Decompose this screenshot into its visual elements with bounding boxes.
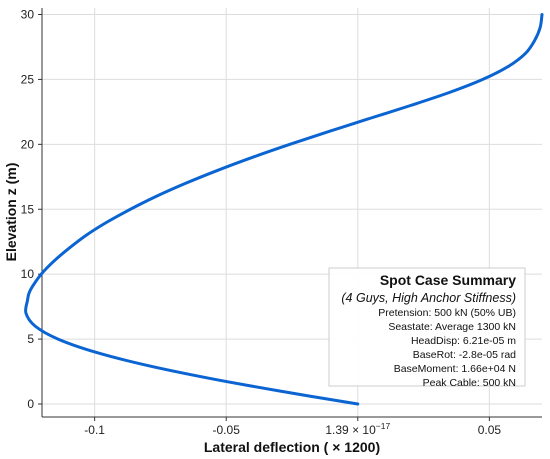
series-line — [24, 12, 544, 406]
series-group — [24, 12, 544, 406]
legend-subtitle: (4 Guys, High Anchor Stiffness) — [341, 291, 516, 305]
x-tick-label: 1.39 × 10−17 — [325, 421, 390, 437]
legend-line-basemoment: BaseMoment: 1.66e+04 N — [394, 363, 516, 375]
legend-line-peak-cable: Peak Cable: 500 kN — [423, 377, 516, 389]
legend: Spot Case Summary (4 Guys, High Anchor S… — [328, 267, 526, 389]
x-tick-label: -0.1 — [84, 423, 105, 437]
x-tick-exponent: −17 — [376, 421, 391, 431]
x-axis-label: Lateral deflection ( × 1200) — [204, 439, 380, 455]
legend-line-seastate: Seastate: Average 1300 kN — [388, 321, 516, 333]
grid — [42, 8, 542, 417]
y-tick-label: 5 — [27, 332, 34, 346]
y-tick-labels: 0 5 10 15 20 25 30 — [21, 7, 35, 411]
x-tick-label: -0.05 — [213, 423, 241, 437]
y-tick-label: 20 — [21, 137, 35, 151]
y-tick-label: 30 — [21, 7, 35, 21]
y-tick-label: 0 — [27, 397, 34, 411]
legend-box — [328, 267, 526, 387]
y-axis-label: Elevation z (m) — [3, 163, 19, 262]
y-tick-label: 25 — [21, 72, 35, 86]
legend-line-baserot: BaseRot: -2.8e-05 rad — [413, 349, 516, 361]
legend-line-headdisp: HeadDisp: 6.21e-05 m — [411, 335, 516, 347]
y-tick-label: 15 — [21, 202, 35, 216]
legend-title: Spot Case Summary — [380, 272, 516, 288]
legend-line-pretension: Pretension: 500 kN (50% UB) — [378, 307, 516, 319]
y-tick-label: 10 — [21, 267, 35, 281]
x-tick-label: 0.05 — [478, 423, 502, 437]
x-tick-labels: -0.1 -0.05 1.39 × 10−17 0.05 — [84, 421, 501, 437]
